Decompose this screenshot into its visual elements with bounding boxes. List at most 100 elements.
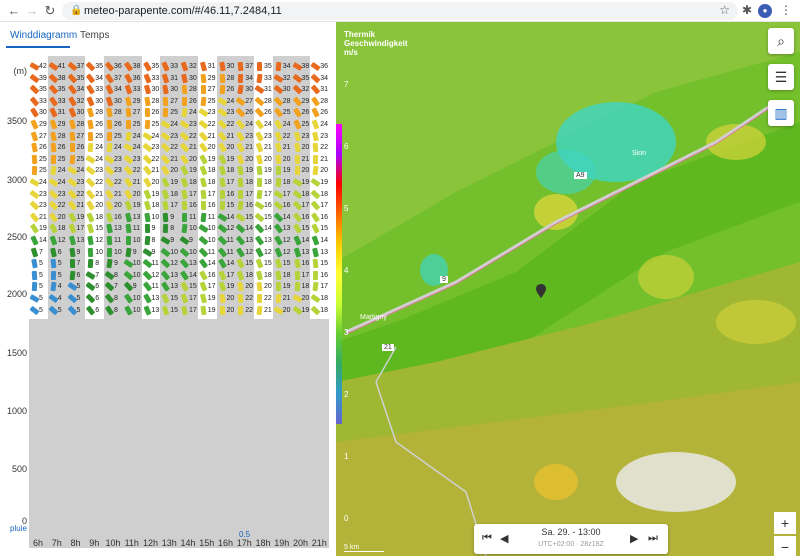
wind-speed-value: 31 — [170, 74, 179, 82]
tab-temps[interactable]: Temps — [80, 30, 110, 41]
wind-speed-value: 15 — [95, 225, 104, 233]
wind-arrow-icon — [144, 108, 150, 118]
wind-speed-value: 7 — [76, 260, 81, 268]
wind-speed-value: 19 — [282, 167, 291, 175]
extensions-icon[interactable]: ✱ — [742, 3, 753, 17]
wind-row: 5 5 7 8 9 10 11 12 13 14 14 15 15 15 16 15 — [29, 258, 329, 269]
wind-speed-value: 22 — [245, 306, 254, 314]
wind-speed-value: 14 — [282, 213, 291, 221]
wind-speed-value: 37 — [76, 63, 85, 70]
wind-speed-value: 25 — [207, 97, 216, 105]
y-axis-label: 2500 — [6, 232, 27, 242]
location-pin-icon[interactable] — [536, 284, 546, 298]
wind-speed-value: 26 — [95, 121, 104, 128]
wind-speed-value: 33 — [57, 97, 66, 105]
wind-arrow-icon — [163, 224, 169, 234]
wind-speed-value: 12 — [264, 248, 272, 256]
wind-arrow-icon — [237, 200, 244, 211]
road-label-9: 9 — [440, 276, 448, 283]
wind-speed-value: 9 — [132, 248, 137, 256]
address-bar[interactable]: 🔒 meteo-parapente.com/#/46.11,7.2484,11 … — [62, 2, 738, 20]
search-icon[interactable]: ⌕ — [768, 28, 794, 54]
menu-icon[interactable]: ⋮ — [780, 3, 792, 17]
wind-arrow-icon — [142, 154, 152, 165]
first-frame-button[interactable]: ⏮ — [482, 532, 492, 544]
wind-arrow-icon — [198, 131, 209, 142]
forward-icon[interactable]: → — [25, 3, 39, 18]
last-frame-button[interactable]: ⏭ — [648, 532, 658, 544]
wind-speed-value: 26 — [226, 86, 235, 94]
wind-arrow-icon — [106, 247, 113, 257]
wind-arrow-icon — [143, 212, 151, 223]
wind-speed-value: 30 — [76, 109, 85, 117]
next-frame-button[interactable]: ▶ — [630, 533, 639, 545]
wind-speed-value: 12 — [226, 225, 235, 233]
scale-label: 0 — [344, 514, 349, 523]
wind-speed-value: 24 — [282, 121, 291, 128]
reload-icon[interactable]: ↻ — [44, 3, 56, 18]
zoom-in-button[interactable]: + — [774, 512, 796, 534]
wind-arrow-icon — [163, 108, 169, 118]
settings-sliders-icon[interactable]: ☰ — [768, 64, 794, 90]
wind-speed-value: 7 — [95, 271, 100, 279]
wind-arrow-icon — [275, 166, 281, 176]
wind-arrow-icon — [162, 200, 170, 211]
zoom-out-button[interactable]: − — [774, 536, 796, 556]
prev-frame-button[interactable]: ◀ — [500, 533, 509, 545]
wind-arrow-icon — [235, 107, 246, 118]
x-axis-label: 21h — [311, 538, 327, 548]
wind-arrow-icon — [50, 270, 56, 280]
wind-speed-value: 10 — [189, 225, 197, 233]
x-axis-label: 16h — [217, 538, 234, 548]
wind-speed-value: 31 — [207, 63, 216, 70]
wind-speed-value: 25 — [151, 121, 160, 128]
wind-arrow-icon — [293, 142, 301, 153]
wind-speed-value: 30 — [114, 97, 122, 105]
wind-arrow-icon — [181, 212, 188, 222]
wind-arrow-icon — [312, 166, 319, 176]
wind-speed-value: 8 — [114, 271, 118, 279]
wind-arrow-icon — [123, 188, 133, 200]
profile-avatar[interactable]: ● — [758, 4, 772, 18]
wind-speed-value: 22 — [207, 121, 216, 128]
wind-speed-value: 19 — [132, 202, 141, 210]
tab-winddiagramm[interactable]: Winddiagramm — [10, 30, 78, 41]
wind-speed-value: 26 — [189, 97, 197, 105]
wind-speed-value: 24 — [114, 144, 122, 152]
wind-speed-value: 14 — [189, 271, 197, 279]
wind-speed-value: 22 — [264, 295, 272, 302]
chart-icon[interactable]: ▥ — [768, 100, 794, 126]
wind-speed-value: 21 — [76, 202, 85, 210]
wind-arrow-icon — [106, 223, 113, 234]
wind-speed-value: 14 — [39, 237, 47, 244]
wind-arrow-icon — [218, 165, 226, 176]
wind-speed-value: 33 — [151, 74, 160, 82]
wind-arrow-icon — [162, 212, 169, 222]
wind-arrow-icon — [274, 142, 282, 153]
wind-speed-value: 17 — [282, 190, 291, 198]
wind-speed-value: 23 — [245, 132, 254, 140]
wind-speed-value: 23 — [170, 132, 179, 140]
wind-arrow-icon — [273, 119, 283, 130]
wind-speed-value: 20 — [301, 144, 310, 152]
wind-arrow-icon — [67, 73, 77, 84]
wind-speed-value: 9 — [151, 248, 156, 256]
wind-speed-value: 19 — [245, 167, 254, 175]
wind-speed-value: 16 — [114, 213, 122, 221]
wind-speed-value: 15 — [264, 213, 272, 221]
wind-speed-value: 10 — [132, 260, 141, 268]
wind-arrow-icon — [293, 131, 301, 142]
bookmark-star-icon[interactable]: ☆ — [719, 3, 730, 17]
wind-speed-value: 19 — [226, 283, 235, 291]
y-axis-label: 3500 — [6, 116, 27, 126]
wind-arrow-icon — [181, 224, 188, 234]
back-icon[interactable]: ← — [7, 3, 21, 18]
wind-arrow-icon — [310, 189, 321, 199]
wind-arrow-icon — [67, 200, 77, 211]
wind-arrow-icon — [48, 107, 58, 119]
wind-speed-value: 39 — [39, 74, 47, 82]
wind-speed-value: 11 — [151, 260, 159, 268]
wind-arrow-icon — [123, 61, 133, 72]
wind-arrow-icon — [125, 108, 132, 118]
